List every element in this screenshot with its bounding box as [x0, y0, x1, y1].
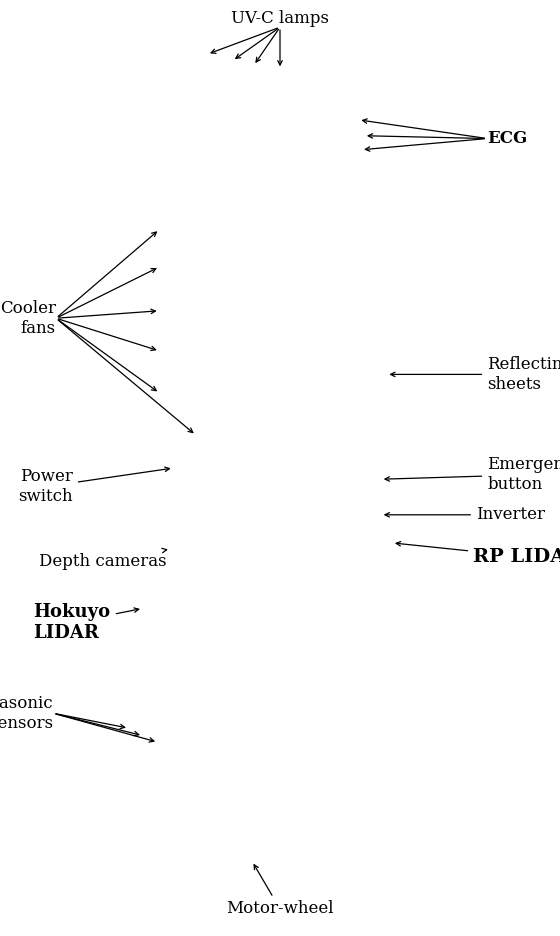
Text: Reflecting
sheets: Reflecting sheets: [390, 356, 560, 393]
Text: Cooler
fans: Cooler fans: [0, 300, 56, 337]
Text: Hokuyo
LIDAR: Hokuyo LIDAR: [34, 603, 139, 642]
Text: Depth cameras: Depth cameras: [39, 548, 167, 570]
Text: Power
switch: Power switch: [18, 467, 170, 505]
Text: UV-C lamps: UV-C lamps: [231, 10, 329, 27]
Text: ECG: ECG: [487, 130, 528, 147]
Text: Emergency
button: Emergency button: [385, 456, 560, 493]
Text: Inverter: Inverter: [385, 506, 545, 523]
Text: Motor-wheel: Motor-wheel: [226, 865, 334, 917]
Text: RP LIDAR: RP LIDAR: [396, 542, 560, 566]
Text: Ultrasonic
sensors: Ultrasonic sensors: [0, 695, 53, 732]
